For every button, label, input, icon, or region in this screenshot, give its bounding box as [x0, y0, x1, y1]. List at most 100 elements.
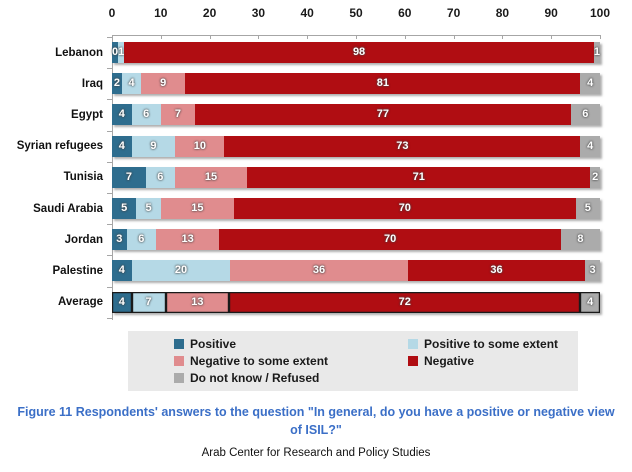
x-tick-label: 10	[154, 6, 168, 20]
segment-value-label: 77	[376, 108, 389, 121]
segment-value-label: 98	[352, 46, 366, 59]
bar-segment: 4	[112, 291, 132, 313]
bar-segment: 4	[580, 73, 600, 95]
segment-value-label: 6	[138, 233, 145, 246]
y-tick-mark	[107, 286, 112, 288]
segment-value-label: 0	[112, 46, 119, 59]
bar-segment: 6	[131, 104, 161, 126]
bar-segment: 4	[112, 135, 132, 157]
x-tick-mark	[307, 35, 309, 39]
bar-segment: 7	[131, 291, 166, 313]
legend-swatch-icon	[174, 356, 184, 366]
segment-value-label: 7	[145, 295, 152, 308]
segment-value-label: 10	[193, 139, 206, 152]
legend: Positive Positive to some extent Negative …	[128, 331, 578, 391]
bar-segment: 36	[230, 260, 408, 282]
segment-value-label: 7	[125, 170, 132, 183]
bar-segment: 4	[112, 260, 132, 282]
x-tick-label: 100	[589, 6, 611, 20]
bar-row: Jordan 3 6 13 70 8	[0, 224, 632, 255]
bar-segment: 5	[112, 198, 137, 220]
category-label: Iraq	[81, 77, 103, 90]
stacked-bar: 4 9 10 73 4	[112, 135, 600, 157]
segment-value-label: 13	[191, 295, 204, 308]
stacked-bar: 3 6 13 70 8	[112, 229, 600, 251]
segment-value-label: 9	[160, 77, 167, 90]
segment-value-label: 2	[592, 170, 599, 183]
x-tick-mark	[600, 35, 601, 39]
legend-swatch-icon	[408, 356, 418, 366]
bar-segment: 6	[145, 166, 175, 188]
bar-segment: 10	[175, 135, 225, 157]
bar-segment: 1	[118, 42, 125, 64]
legend-item: Negative to some extent	[174, 354, 408, 368]
bar-segment: 2	[112, 73, 122, 95]
segment-value-label: 8	[577, 233, 584, 246]
segment-value-label: 4	[587, 295, 594, 308]
bar-segment: 1	[593, 42, 600, 64]
bar-row: Iraq 2 4 9 81 4	[0, 68, 632, 99]
x-tick-label: 30	[251, 6, 266, 20]
bar-segment: 9	[141, 73, 186, 95]
bar-row: Lebanon 0 1 98 1	[0, 37, 632, 68]
category-label: Tunisia	[63, 171, 103, 184]
bar-segment: 0	[112, 42, 119, 64]
bar-segment: 72	[229, 291, 581, 313]
legend-label: Negative to some extent	[190, 354, 329, 368]
segment-value-label: 4	[118, 108, 125, 121]
bar-segment: 5	[136, 198, 161, 220]
segment-value-label: 81	[376, 77, 389, 90]
segment-value-label: 4	[587, 139, 594, 152]
y-tick-mark	[107, 68, 112, 70]
stacked-bar: 2 4 9 81 4	[112, 73, 600, 95]
bar-row: Palestine 4 20 36 36 3	[0, 255, 632, 286]
bar-segment: 13	[155, 229, 220, 251]
segment-value-label: 4	[128, 77, 135, 90]
segment-value-label: 3	[116, 233, 123, 246]
legend-label: Do not know / Refused	[190, 371, 320, 385]
segment-value-label: 6	[582, 108, 589, 121]
bar-segment: 70	[219, 229, 561, 251]
segment-value-label: 71	[412, 170, 425, 183]
segment-value-label: 4	[118, 264, 125, 277]
x-tick-mark	[160, 35, 162, 39]
bar-segment: 71	[247, 166, 591, 188]
bar-row: Saudi Arabia 5 5 15 70 5	[0, 193, 632, 224]
bar-segment: 73	[224, 135, 581, 157]
x-tick-label: 20	[202, 6, 217, 20]
bar-rows: Lebanon 0 1 98 1 Iraq 2 4 9 81 4 Egypt 4 6 7 77 6 Syrian …	[0, 37, 632, 318]
legend-swatch-icon	[408, 339, 418, 349]
segment-value-label: 15	[191, 202, 204, 215]
bar-segment: 70	[234, 198, 576, 220]
legend-label: Positive	[190, 337, 237, 351]
x-tick-mark	[453, 35, 455, 39]
bar-segment: 4	[112, 104, 132, 126]
segment-value-label: 5	[584, 202, 591, 215]
x-tick-label: 70	[446, 6, 461, 20]
y-tick-mark	[107, 224, 112, 226]
segment-value-label: 4	[587, 77, 594, 90]
x-tick-mark	[404, 35, 406, 39]
bar-segment: 4	[580, 291, 600, 313]
segment-value-label: 3	[589, 264, 596, 277]
bar-segment: 20	[131, 260, 231, 282]
segment-value-label: 1	[118, 46, 125, 59]
bar-segment: 3	[112, 229, 127, 251]
segment-value-label: 20	[174, 264, 188, 277]
source-caption: Arab Center for Research and Policy Stud…	[201, 447, 431, 459]
bar-segment: 6	[126, 229, 156, 251]
x-tick-label: 90	[544, 6, 558, 20]
bar-segment: 8	[560, 229, 600, 251]
x-tick-label: 80	[495, 6, 510, 20]
bar-segment: 77	[194, 104, 571, 126]
segment-value-label: 5	[121, 202, 128, 215]
segment-value-label: 6	[143, 108, 150, 121]
category-label: Palestine	[52, 264, 104, 277]
category-label: Syrian refugees	[16, 140, 103, 153]
segment-value-label: 36	[312, 264, 326, 277]
bar-segment: 2	[590, 166, 600, 188]
y-tick-mark	[107, 255, 112, 257]
segment-value-label: 1	[593, 46, 600, 59]
segment-value-label: 15	[204, 170, 218, 183]
